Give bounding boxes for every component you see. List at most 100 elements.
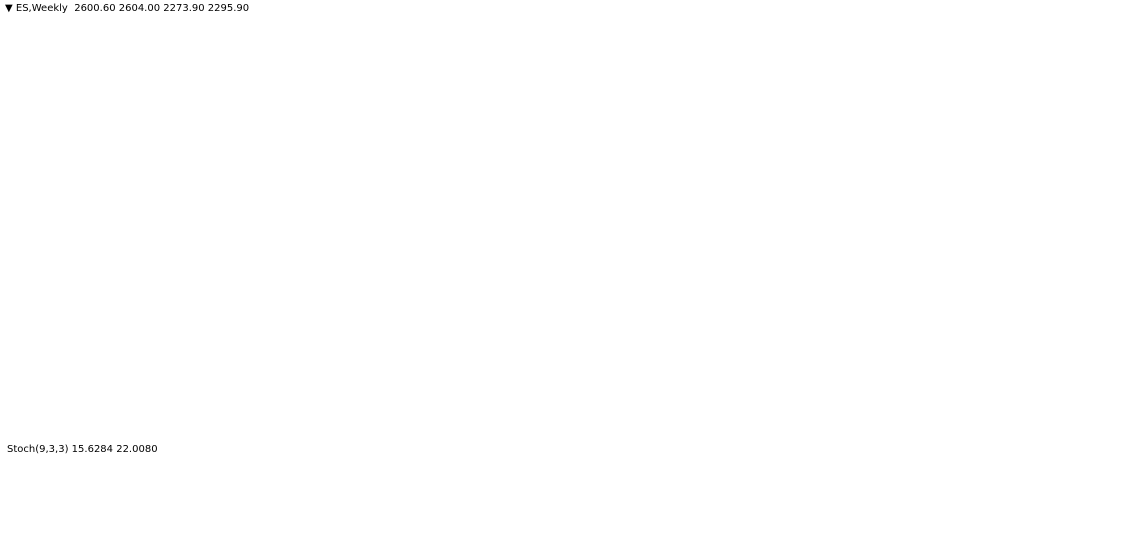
y-tick-label: 3463.50 (1091, 3, 1131, 14)
candle-body (986, 127, 989, 132)
candle-body (1074, 226, 1077, 304)
candle-body (114, 357, 117, 360)
x-tick-label: 9 Jul 2017 (514, 533, 564, 544)
stoch-y-tick-label: 0 (1089, 518, 1095, 529)
x-tick-label: 18 Feb 2018 (642, 533, 704, 544)
candle-body (330, 333, 333, 337)
stochastic-lines (2, 444, 1084, 526)
stoch-y-tick-label: 80 (1089, 455, 1102, 466)
candle-body (1002, 94, 1005, 101)
candle-body (858, 174, 861, 190)
candle-body (1034, 57, 1037, 66)
candle-body (542, 258, 545, 268)
candle-body (518, 259, 521, 262)
candle-body (970, 122, 973, 125)
candle-body (958, 142, 961, 163)
candle-body (862, 169, 865, 190)
stoch-header: Stoch(9,3,3) 15.6284 22.0080 (7, 444, 158, 455)
candle-body (662, 216, 665, 229)
candle-body (982, 131, 985, 137)
candle-body (106, 353, 109, 360)
candle-body (502, 268, 505, 270)
candle-body (894, 137, 897, 154)
candle-body (238, 367, 241, 375)
candle-body (262, 357, 265, 364)
candle-body (810, 217, 813, 227)
stoch-name: Stoch(9,3,3) (7, 444, 69, 455)
candle-body (22, 353, 25, 362)
candle-body (898, 153, 901, 161)
y-tick-label: 1774.80 (1091, 432, 1131, 443)
candle-body (178, 357, 181, 359)
candle-body (466, 289, 469, 297)
candle-body (494, 267, 497, 270)
candle-body (366, 344, 369, 349)
candle-body (362, 344, 365, 346)
candle-body (334, 334, 337, 337)
candle-body (578, 230, 581, 232)
candle-body (538, 267, 541, 271)
candle-body (710, 180, 713, 187)
candle-body (298, 354, 301, 372)
candle-body (54, 349, 57, 353)
candle-body (274, 367, 277, 369)
candle-body (762, 142, 765, 149)
candle-body (1066, 131, 1069, 137)
candle-body (750, 150, 753, 157)
x-tick-label: 29 Oct 2017 (578, 533, 640, 544)
candle-body (1026, 63, 1029, 68)
candle-body (490, 267, 493, 274)
candle-body (698, 192, 701, 196)
candle-body (794, 180, 797, 193)
dropdown-arrow-icon[interactable]: ▼ (5, 3, 13, 14)
stoch-signal-line (2, 446, 1076, 518)
candle-body (414, 310, 417, 312)
candle-body (102, 348, 105, 360)
candle-body (418, 305, 421, 312)
candle-body (694, 195, 697, 198)
x-tick-label: 17 May 2015 (66, 533, 131, 544)
candle-body (798, 192, 801, 218)
candle-body (934, 120, 937, 130)
ma-fast-line (3, 44, 1076, 408)
main-panel-frame (1, 1, 1085, 438)
candle-body (58, 349, 61, 353)
candle-body (206, 404, 209, 411)
x-tick-label: 25 Jan 2015 (2, 533, 62, 544)
current-price-label: 2295.90 (1089, 300, 1130, 311)
symbol-timeframe: ES,Weekly (15, 3, 68, 14)
y-tick-label: 2554.80 (1091, 234, 1131, 245)
candle-body (846, 181, 849, 199)
candle-body (806, 185, 809, 218)
candle-body (182, 357, 185, 378)
candle-body (1046, 49, 1049, 68)
candle-body (486, 273, 489, 283)
candle-body (118, 357, 121, 388)
x-tick-label: 27 Nov 2016 (386, 533, 450, 544)
candle-body (214, 395, 217, 411)
candle-body (10, 355, 13, 367)
candle-body (994, 108, 997, 119)
candle-body (354, 336, 357, 341)
candle-body (870, 165, 873, 175)
candle-body (946, 141, 949, 146)
stoch-main-line (2, 444, 1076, 526)
candle-body (342, 344, 345, 349)
candle-body (678, 208, 681, 210)
candle-body (758, 148, 761, 158)
candle-body (322, 333, 325, 335)
candle-body (814, 226, 817, 274)
candle-body (702, 180, 705, 193)
candle-body (1014, 86, 1017, 88)
candle-body (962, 129, 965, 143)
candle-body (154, 361, 157, 372)
candle-body (534, 267, 537, 271)
candle-body (478, 278, 481, 280)
candle-body (550, 251, 553, 262)
candle-body (78, 355, 81, 357)
candle-body (838, 198, 841, 210)
candle-body (194, 364, 197, 370)
candle-body (1058, 28, 1061, 39)
candle-body (614, 189, 617, 208)
